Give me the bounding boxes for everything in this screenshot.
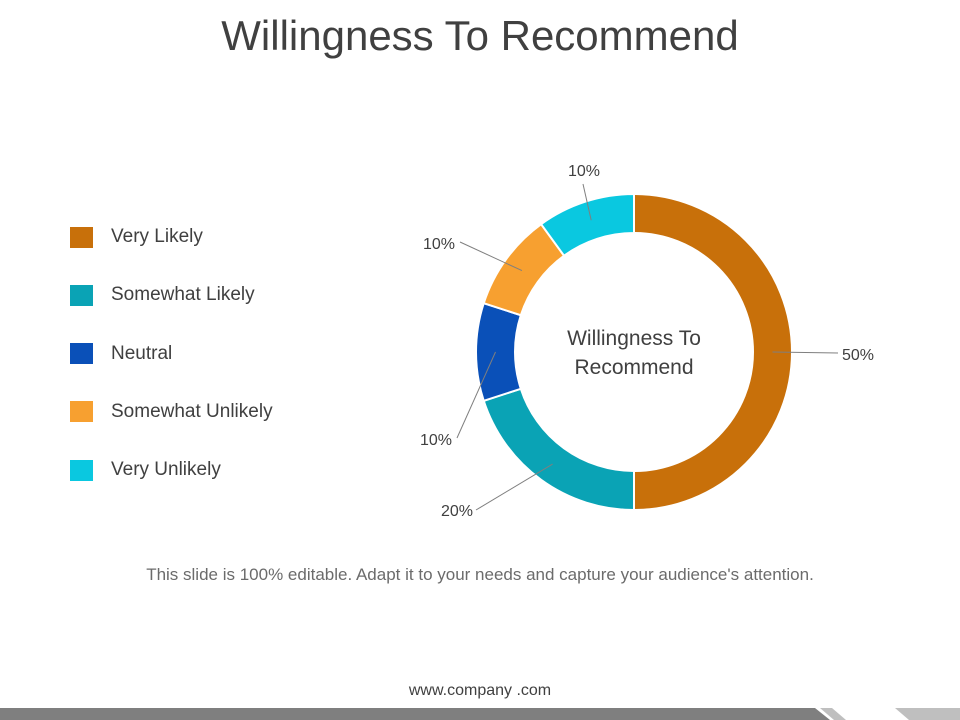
legend-label-very-likely: Very Likely (111, 226, 203, 247)
legend-item-very-unlikely: Very Unlikely (70, 455, 273, 485)
legend-swatch-very-likely (70, 226, 93, 248)
data-label-very-unlikely: 10% (568, 163, 600, 180)
legend-label-very-unlikely: Very Unlikely (111, 459, 221, 481)
legend-item-very-likely: Very Likely (70, 222, 273, 252)
donut-slice-very-unlikely (539, 192, 635, 258)
legend-item-somewhat-likely: Somewhat Likely (70, 280, 273, 310)
legend-swatch-neutral (70, 343, 93, 365)
legend-label-somewhat-likely: Somewhat Likely (111, 284, 255, 306)
data-label-somewhat-likely: 20% (441, 503, 473, 520)
legend-item-neutral: Neutral (70, 339, 273, 369)
donut-slice-very-likely (633, 192, 793, 512)
data-label-very-likely: 50% (842, 347, 874, 364)
legend-label-neutral: Neutral (111, 342, 173, 364)
donut-center-label-line-1: Willingness To (567, 327, 701, 350)
slide-title: Willingness To Recommend (221, 12, 739, 59)
legend-swatch-somewhat-unlikely (70, 401, 93, 423)
footer-bar (0, 708, 960, 720)
data-label-neutral: 10% (420, 432, 452, 449)
donut-slice-neutral (475, 301, 523, 403)
footer-url: www.company .com (408, 682, 552, 699)
slide-caption: This slide is 100% editable. Adapt it to… (146, 565, 814, 584)
data-label-somewhat-unlikely: 10% (423, 236, 455, 253)
leader-line-somewhat-unlikely (459, 241, 523, 272)
legend-label-somewhat-unlikely: Somewhat Unlikely (111, 400, 273, 422)
legend-item-somewhat-unlikely: Somewhat Unlikely (70, 397, 273, 427)
chart-legend: Very Likely Somewhat Likely Neutral Somewha… (70, 222, 273, 513)
leader-line-very-unlikely (582, 183, 592, 221)
donut-center-label-line-2: Recommend (574, 356, 693, 379)
leader-line-somewhat-likely (475, 463, 553, 511)
legend-swatch-somewhat-likely (70, 284, 93, 306)
leader-line-very-likely (772, 351, 839, 354)
legend-swatch-very-unlikely (70, 459, 93, 481)
leader-line-neutral (456, 351, 496, 439)
